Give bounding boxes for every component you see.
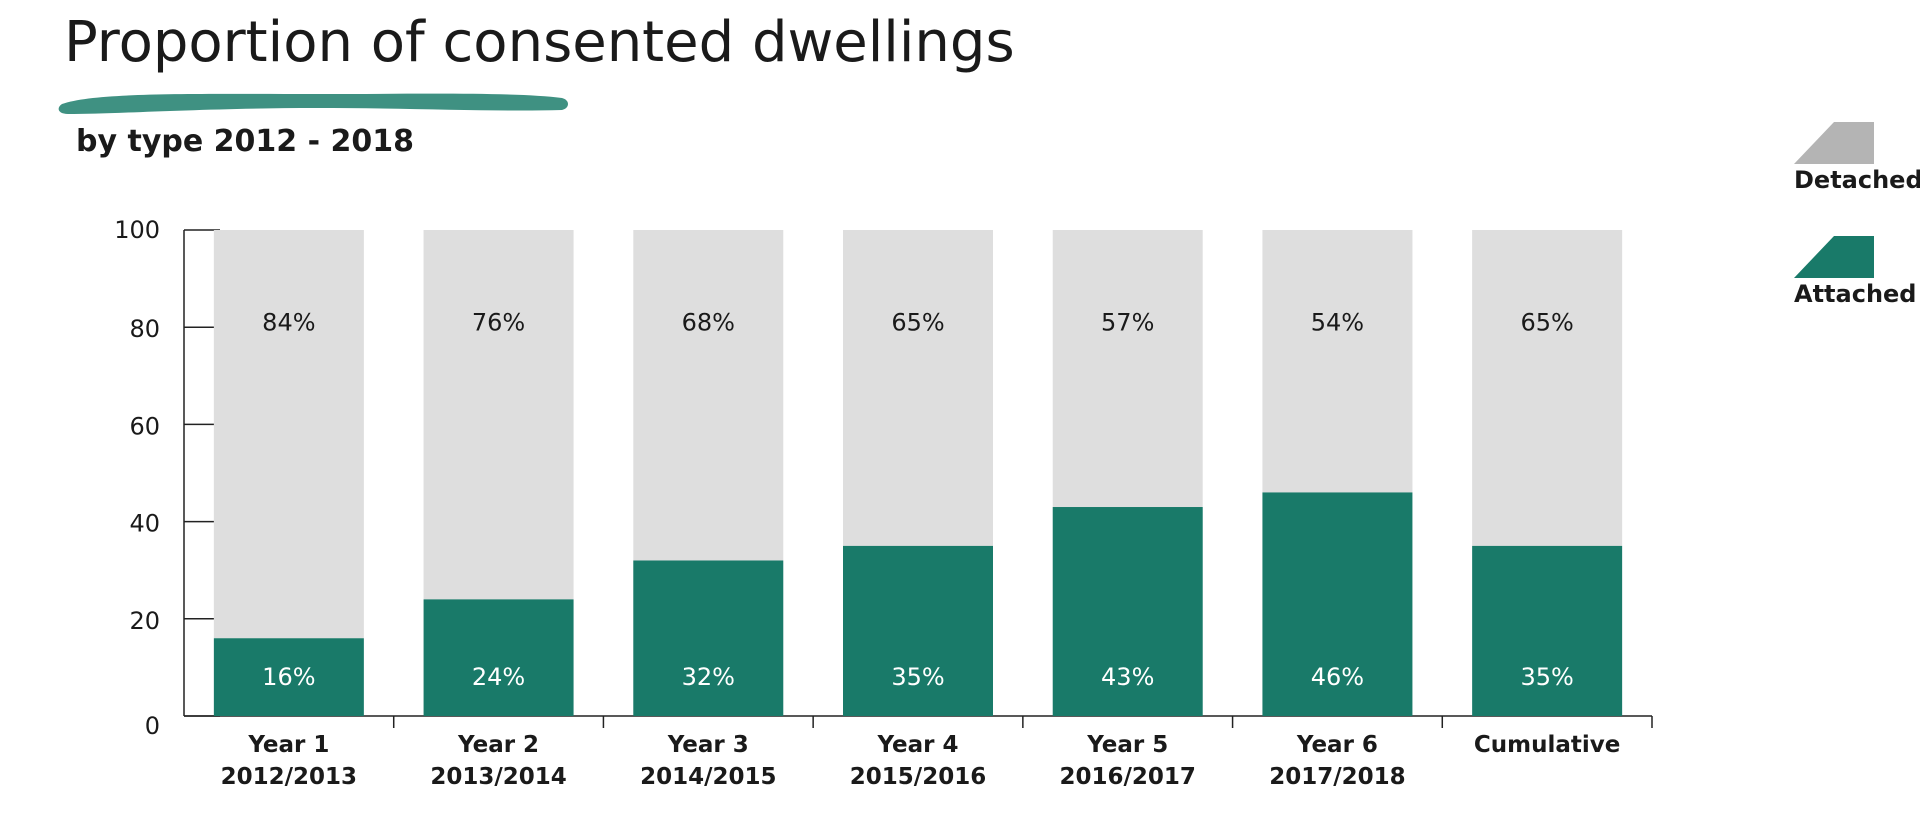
legend-swatch-detached bbox=[1794, 122, 1874, 164]
data-label-attached: 35% bbox=[1520, 663, 1573, 691]
bar-detached bbox=[1262, 230, 1413, 493]
data-label-detached: 84% bbox=[262, 308, 315, 336]
bar-attached bbox=[633, 560, 784, 716]
y-tick-label: 60 bbox=[129, 412, 160, 440]
x-category-label: Year 1 bbox=[247, 732, 329, 758]
legend-swatch-attached bbox=[1794, 236, 1874, 278]
title-underline-brush-stroke bbox=[58, 93, 568, 114]
x-category-label: Year 4 bbox=[876, 732, 958, 758]
chart-title: Proportion of consented dwellings bbox=[64, 10, 1015, 75]
y-tick-label: 80 bbox=[129, 315, 160, 343]
bar-detached bbox=[1052, 230, 1203, 508]
x-category-label: Year 6 bbox=[1296, 732, 1378, 758]
bar-detached bbox=[843, 230, 993, 546]
y-tick-label: 20 bbox=[129, 607, 160, 635]
data-label-detached: 57% bbox=[1101, 308, 1154, 336]
x-category-sublabel: 2015/2016 bbox=[850, 764, 986, 790]
x-category-sublabel: 2016/2017 bbox=[1059, 764, 1195, 790]
data-label-attached: 16% bbox=[262, 663, 315, 691]
x-category-sublabel: 2014/2015 bbox=[640, 764, 776, 790]
data-label-detached: 65% bbox=[891, 308, 944, 336]
data-label-attached: 24% bbox=[472, 663, 525, 691]
x-category-label: Cumulative bbox=[1474, 732, 1620, 758]
data-label-detached: 76% bbox=[472, 308, 525, 336]
legend-label-attached: Attached bbox=[1794, 280, 1917, 308]
legend-label-detached: Detached bbox=[1794, 166, 1920, 194]
bar-detached bbox=[213, 230, 364, 639]
data-label-detached: 65% bbox=[1520, 308, 1573, 336]
data-label-attached: 35% bbox=[891, 663, 944, 691]
y-tick-label: 40 bbox=[129, 510, 160, 538]
bar-attached bbox=[213, 638, 364, 716]
chart-subtitle: by type 2012 - 2018 bbox=[76, 124, 414, 159]
data-label-detached: 54% bbox=[1311, 308, 1364, 336]
data-label-detached: 68% bbox=[682, 308, 735, 336]
bar-attached bbox=[843, 545, 993, 716]
x-category-sublabel: 2017/2018 bbox=[1269, 764, 1405, 790]
y-tick-label: 100 bbox=[114, 216, 160, 244]
bar-attached bbox=[1472, 545, 1623, 716]
data-label-attached: 43% bbox=[1101, 663, 1154, 691]
bar-attached bbox=[423, 599, 574, 716]
bar-detached bbox=[423, 230, 574, 600]
x-category-label: Year 3 bbox=[667, 732, 749, 758]
bar-attached bbox=[1262, 492, 1413, 716]
x-category-label: Year 2 bbox=[457, 732, 539, 758]
x-category-sublabel: 2012/2013 bbox=[221, 764, 357, 790]
bar-detached bbox=[1472, 230, 1623, 546]
x-category-label: Year 5 bbox=[1086, 732, 1168, 758]
data-label-attached: 32% bbox=[682, 663, 735, 691]
bar-detached bbox=[633, 230, 784, 561]
y-tick-label: 0 bbox=[145, 712, 160, 740]
bar-attached bbox=[1052, 507, 1203, 716]
x-category-sublabel: 2013/2014 bbox=[430, 764, 566, 790]
data-label-attached: 46% bbox=[1311, 663, 1364, 691]
